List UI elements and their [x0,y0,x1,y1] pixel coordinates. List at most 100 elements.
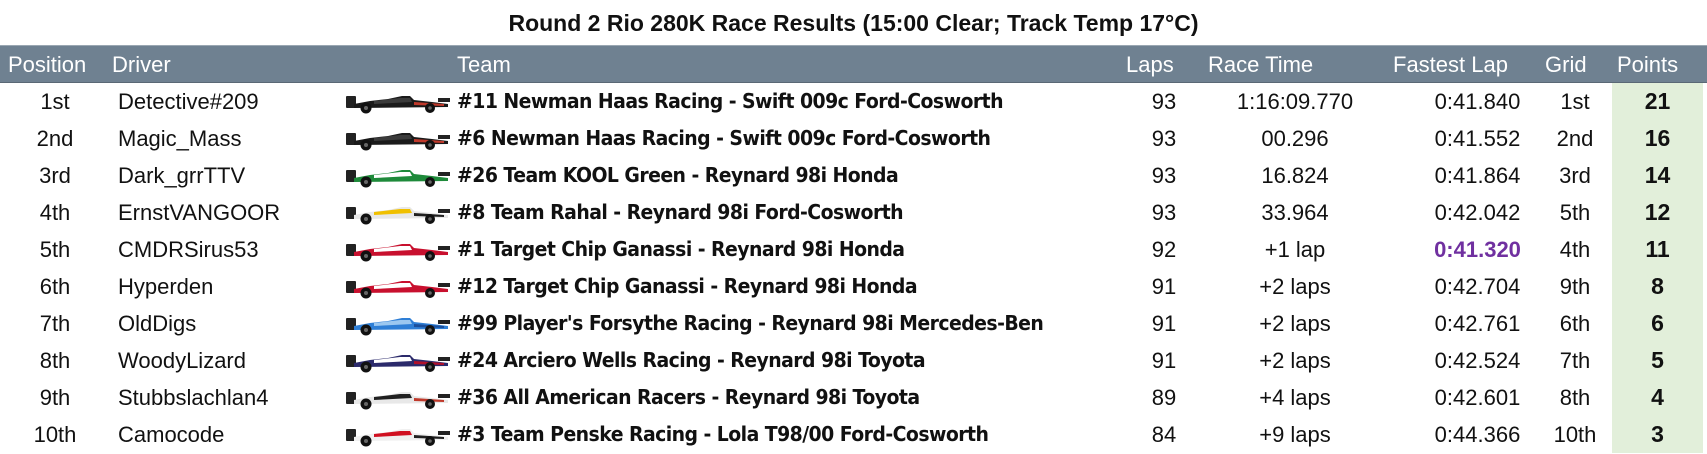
team-cell: #8 Team Rahal - Reynard 98i Ford-Coswort… [457,200,904,224]
grid-cell: 5th [1559,200,1591,225]
race-time-cell: +4 laps [1259,385,1331,410]
race-time-cell: +1 lap [1264,237,1326,262]
team-cell: #6 Newman Haas Racing - Swift 009c Ford-… [457,126,991,150]
header-position: Position [8,52,87,77]
fastest-lap-cell: 0:42.042 [1434,200,1521,225]
car-icon [344,201,452,225]
car-icon [344,386,452,410]
race-time-cell: 33.964 [1261,200,1329,225]
laps-cell: 84 [1151,422,1177,447]
grid-cell: 9th [1559,274,1591,299]
position-cell: 6th [39,274,71,299]
fastest-lap-cell: 0:44.366 [1434,422,1521,447]
position-cell: 5th [39,237,71,262]
position-cell: 1st [40,89,70,114]
car-icon [344,164,452,188]
laps-cell: 91 [1151,348,1177,373]
driver-cell: Detective#209 [118,89,259,114]
position-cell: 10th [33,422,77,447]
team-cell: #24 Arciero Wells Racing - Reynard 98i T… [457,348,926,372]
fastest-lap-cell: 0:41.864 [1434,163,1521,188]
points-value: 8 [1651,273,1664,299]
header-driver: Driver [112,52,171,77]
laps-cell: 92 [1151,237,1177,262]
laps-cell: 93 [1151,200,1177,225]
race-time-cell: 00.296 [1261,126,1329,151]
fastest-lap-cell: 0:42.524 [1434,348,1521,373]
position-cell: 9th [39,385,71,410]
points-value: 21 [1644,88,1671,114]
header-fastest-lap: Fastest Lap [1393,52,1508,77]
header-points: Points [1617,52,1679,77]
points-value: 3 [1651,421,1664,447]
points-value: 6 [1651,310,1664,336]
laps-cell: 93 [1151,89,1177,114]
driver-cell: Magic_Mass [118,126,242,151]
position-cell: 3rd [39,163,71,188]
points-value: 14 [1644,162,1671,188]
table-body: 1st Detective#209 #11 Newman Haas Racing -… [0,83,1707,454]
table-row: 10th Camocode #3 Team Penske Racing - Lola… [0,416,1707,454]
results-table: Position Driver Team Laps Race Time Fast… [0,45,1707,454]
driver-cell: Stubbslachlan4 [118,385,269,410]
table-row: 1st Detective#209 #11 Newman Haas Racing -… [0,83,1707,121]
fastest-lap-cell: 0:41.320 [1434,237,1521,262]
table-row: 4th ErnstVANGOOR #8 Team Rahal - Reynard 9… [0,194,1707,232]
driver-cell: CMDRSirus53 [118,237,259,262]
grid-cell: 10th [1553,422,1597,447]
fastest-lap-cell: 0:42.761 [1434,311,1521,336]
driver-cell: Camocode [118,422,225,447]
laps-cell: 91 [1151,311,1177,336]
driver-cell: ErnstVANGOOR [118,200,281,225]
team-cell: #12 Target Chip Ganassi - Reynard 98i Ho… [457,274,918,298]
table-row: 9th Stubbslachlan4 #36 All American Racers… [0,379,1707,417]
race-time-cell: 1:16:09.770 [1236,89,1354,114]
points-value: 4 [1651,384,1664,410]
laps-cell: 93 [1151,126,1177,151]
points-cell: 5 [1612,342,1703,380]
points-cell: 11 [1612,231,1703,269]
points-cell: 8 [1612,268,1703,306]
race-time-cell: +9 laps [1259,422,1331,447]
team-cell: #26 Team KOOL Green - Reynard 98i Honda [457,163,899,187]
table-row: 6th Hyperden #12 Target Chip Ganassi - Rey… [0,268,1707,306]
header-team: Team [457,52,511,77]
table-row: 3rd Dark_grrTTV #26 Team KOOL Green - Reyn… [0,157,1707,195]
car-icon [344,312,452,336]
laps-cell: 93 [1151,163,1177,188]
table-row: 8th WoodyLizard #24 Arciero Wells Racing -… [0,342,1707,380]
position-cell: 8th [39,348,71,373]
race-time-cell: +2 laps [1259,311,1331,336]
header-laps: Laps [1126,52,1174,77]
position-cell: 7th [39,311,71,336]
car-icon [344,423,452,447]
driver-cell: Hyperden [118,274,214,299]
points-value: 5 [1651,347,1664,373]
fastest-lap-cell: 0:41.552 [1434,126,1521,151]
table-row: 5th CMDRSirus53 #1 Target Chip Ganassi - R… [0,231,1707,269]
grid-cell: 6th [1559,311,1591,336]
car-icon [344,349,452,373]
table-header: Position Driver Team Laps Race Time Fast… [0,45,1707,83]
team-cell: #1 Target Chip Ganassi - Reynard 98i Hon… [457,237,905,261]
position-cell: 4th [39,200,71,225]
grid-cell: 1st [1560,89,1590,114]
driver-cell: OldDigs [118,311,197,336]
grid-cell: 8th [1559,385,1591,410]
grid-cell: 2nd [1556,126,1594,151]
page-title: Round 2 Rio 280K Race Results (15:00 Cle… [508,10,1199,36]
car-icon [344,127,452,151]
team-cell: #99 Player's Forsythe Racing - Reynard 9… [457,311,1044,335]
position-cell: 2nd [36,126,74,151]
points-value: 16 [1644,125,1671,151]
points-cell: 3 [1612,416,1703,454]
table-row: 7th OldDigs #99 Player's Forsythe Racing -… [0,305,1707,343]
team-cell: #11 Newman Haas Racing - Swift 009c Ford… [457,89,1004,113]
points-cell: 21 [1612,83,1703,121]
points-value: 11 [1645,236,1670,262]
laps-cell: 89 [1151,385,1177,410]
fastest-lap-cell: 0:42.601 [1434,385,1521,410]
grid-cell: 4th [1559,237,1591,262]
car-icon [344,238,452,262]
fastest-lap-cell: 0:41.840 [1434,89,1521,114]
